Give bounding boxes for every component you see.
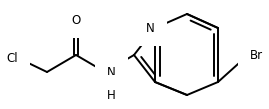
Text: O: O xyxy=(71,14,81,26)
Text: Cl: Cl xyxy=(6,51,18,65)
Text: N: N xyxy=(107,66,116,78)
Text: N: N xyxy=(146,21,155,35)
Text: H: H xyxy=(107,87,116,100)
Text: H: H xyxy=(107,89,116,102)
Text: Br: Br xyxy=(250,49,263,61)
